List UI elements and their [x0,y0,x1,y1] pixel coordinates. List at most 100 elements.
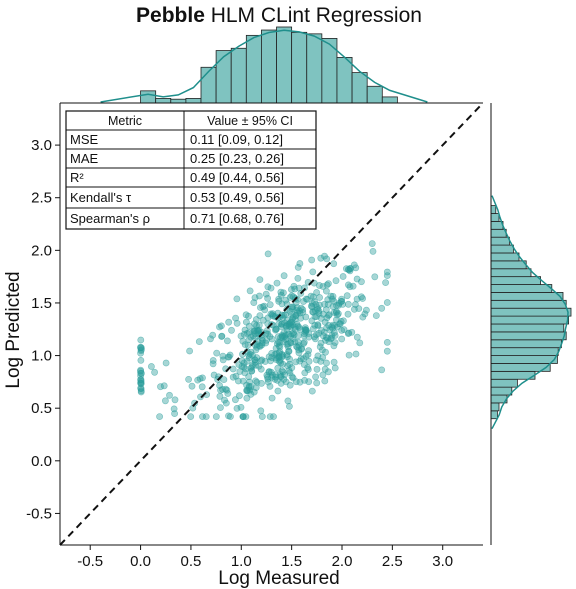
scatter-point [319,310,327,318]
scatter-point [332,309,340,316]
scatter-point [247,390,255,398]
scatter-point [352,350,360,358]
scatter-point [216,404,224,411]
metric-name-mae: MAE [70,151,99,166]
scatter-point [253,354,261,362]
x-tick-label: 2.0 [332,553,353,570]
scatter-point [319,332,327,340]
scatter-point [292,312,300,320]
scatter-point [256,276,264,283]
scatter-point [264,283,272,291]
scatter-point [273,279,281,287]
scatter-point [356,339,364,347]
scatter-point [268,349,276,357]
scatter-point [292,378,300,386]
x-hist-bar [261,29,277,104]
x-hist-bar [366,85,383,104]
scatter-point [357,278,365,286]
scatter-point [285,367,293,374]
x-hist-bar [230,47,247,104]
y-axis-ticks: -0.5 0.0 0.5 1.0 1.5 2.0 2.5 3.0 [26,137,60,522]
scatter-point [368,240,376,247]
scatter-point [326,326,334,334]
scatter-point [166,391,173,399]
scatter-point [195,338,203,345]
y-hist-bar [490,276,541,285]
scatter-point [162,359,170,367]
scatter-point [264,294,271,302]
metrics-table: Metric Value ± 95% CI MSE 0.11 [0.09, 0.… [65,110,317,230]
scatter-point [268,335,276,343]
scatter-point [278,367,286,375]
y-tick-label: 3.0 [31,137,52,154]
scatter-point [137,336,145,344]
scatter-point [324,296,332,304]
scatter-point [305,357,313,365]
y-hist-bar [490,402,500,412]
y-hist-bar [490,213,500,222]
scatter-point [256,304,264,311]
x-axis-title: Log Measured [218,568,339,589]
scatter-point [219,356,227,364]
scatter-point [275,295,283,303]
scatter-point [344,310,352,318]
scatter-point [256,312,264,319]
scatter-point [187,413,195,420]
scatter-point [262,339,270,347]
scatter-point [309,325,317,333]
scatter-point [222,399,230,407]
y-hist-bar [490,292,564,301]
scatter-point [137,380,145,387]
scatter-point [372,312,380,319]
scatter-point [225,318,233,326]
scatter-point [222,385,230,393]
scatter-point [314,321,322,329]
scatter-point [323,281,331,289]
scatter-point [313,365,321,373]
scatter-point [359,295,366,302]
scatter-point [338,335,346,343]
scatter-point [242,413,250,420]
scatter-point [265,353,273,361]
scatter-point [264,250,272,258]
scatter-point [383,268,391,276]
scatter-point [308,299,316,307]
y-hist-bar [490,386,513,396]
y-hist-bar [490,378,518,388]
scatter-point [313,379,321,387]
scatter-point [378,366,386,374]
scatter-point [137,356,145,364]
metric-name-mse: MSE [70,132,99,147]
scatter-point [330,309,338,316]
scatter-point [361,310,369,318]
scatter-point [290,282,298,290]
x-hist-bar [276,26,293,104]
scatter-point [188,382,196,390]
scatter-point [312,356,320,364]
metric-value-kendall: 0.53 [0.49, 0.56] [190,190,284,205]
scatter-point [147,363,155,370]
scatter-point [226,413,234,420]
scatter-point [296,260,304,267]
x-tick-label: 0.0 [130,553,151,570]
scatter-point [219,352,227,360]
y-tick-label: -0.5 [26,505,52,522]
scatter-point [331,364,339,372]
scatter-point [266,382,274,390]
scatter-point [287,332,295,340]
scatter-point [343,292,351,300]
scatter-point [218,332,226,340]
scatter-points [137,240,391,420]
scatter-point [274,338,282,346]
scatter-point [232,372,240,380]
scatter-point [252,361,260,369]
scatter-point [305,347,312,354]
y-hist-bar [490,331,567,341]
scatter-point [247,333,255,341]
scatter-point [209,357,217,364]
x-hist-bar [215,50,232,104]
scatter-point [308,387,316,395]
scatter-point [277,288,285,296]
x-tick-label: 2.5 [382,553,403,570]
scatter-point [371,273,379,281]
